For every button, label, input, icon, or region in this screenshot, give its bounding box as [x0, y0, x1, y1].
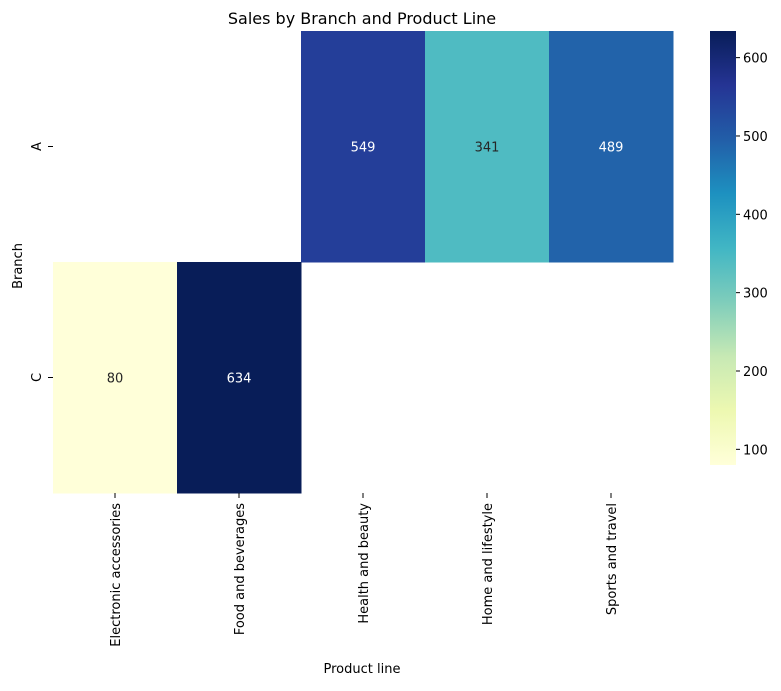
x-tick-label: Sports and travel	[605, 503, 620, 615]
colorbar-tick-label: 500	[743, 130, 768, 145]
x-axis-ticks: Electronic accessories Food and beverages…	[109, 493, 620, 647]
cell-value-label: 549	[351, 141, 376, 156]
x-axis-label: Product line	[324, 662, 401, 677]
x-tick-label: Home and lifestyle	[481, 503, 496, 625]
y-tick-label: C	[30, 373, 45, 382]
chart-title: Sales by Branch and Product Line	[228, 9, 496, 28]
heatmap-cells: 549 341 489 80 634	[53, 31, 674, 494]
y-axis-ticks: AC	[30, 142, 53, 382]
y-axis-label: Branch	[11, 243, 26, 289]
colorbar-tick-label: 100	[743, 443, 768, 458]
colorbar-tick-label: 300	[743, 287, 768, 302]
colorbar: 100 200 300 400 500 600	[710, 31, 768, 465]
colorbar-tick-label: 200	[743, 365, 768, 380]
colorbar-tick-label: 600	[743, 52, 768, 67]
x-tick-label: Health and beauty	[357, 503, 372, 624]
heatmap-cell	[301, 31, 426, 263]
x-tick-label: Electronic accessories	[109, 503, 124, 647]
heatmap-cell	[53, 262, 178, 494]
colorbar-gradient	[710, 31, 736, 465]
heatmap-cell	[425, 31, 550, 263]
x-tick-label: Food and beverages	[233, 503, 248, 635]
heatmap-cell	[177, 262, 302, 494]
colorbar-ticks: 100 200 300 400 500 600	[736, 52, 768, 458]
cell-value-label: 80	[107, 372, 124, 387]
cell-value-label: 341	[475, 141, 500, 156]
colorbar-tick-label: 400	[743, 208, 768, 223]
heatmap-cell	[549, 31, 674, 263]
y-tick-label: A	[30, 142, 45, 151]
cell-value-label: 634	[227, 372, 252, 387]
cell-value-label: 489	[599, 141, 624, 156]
